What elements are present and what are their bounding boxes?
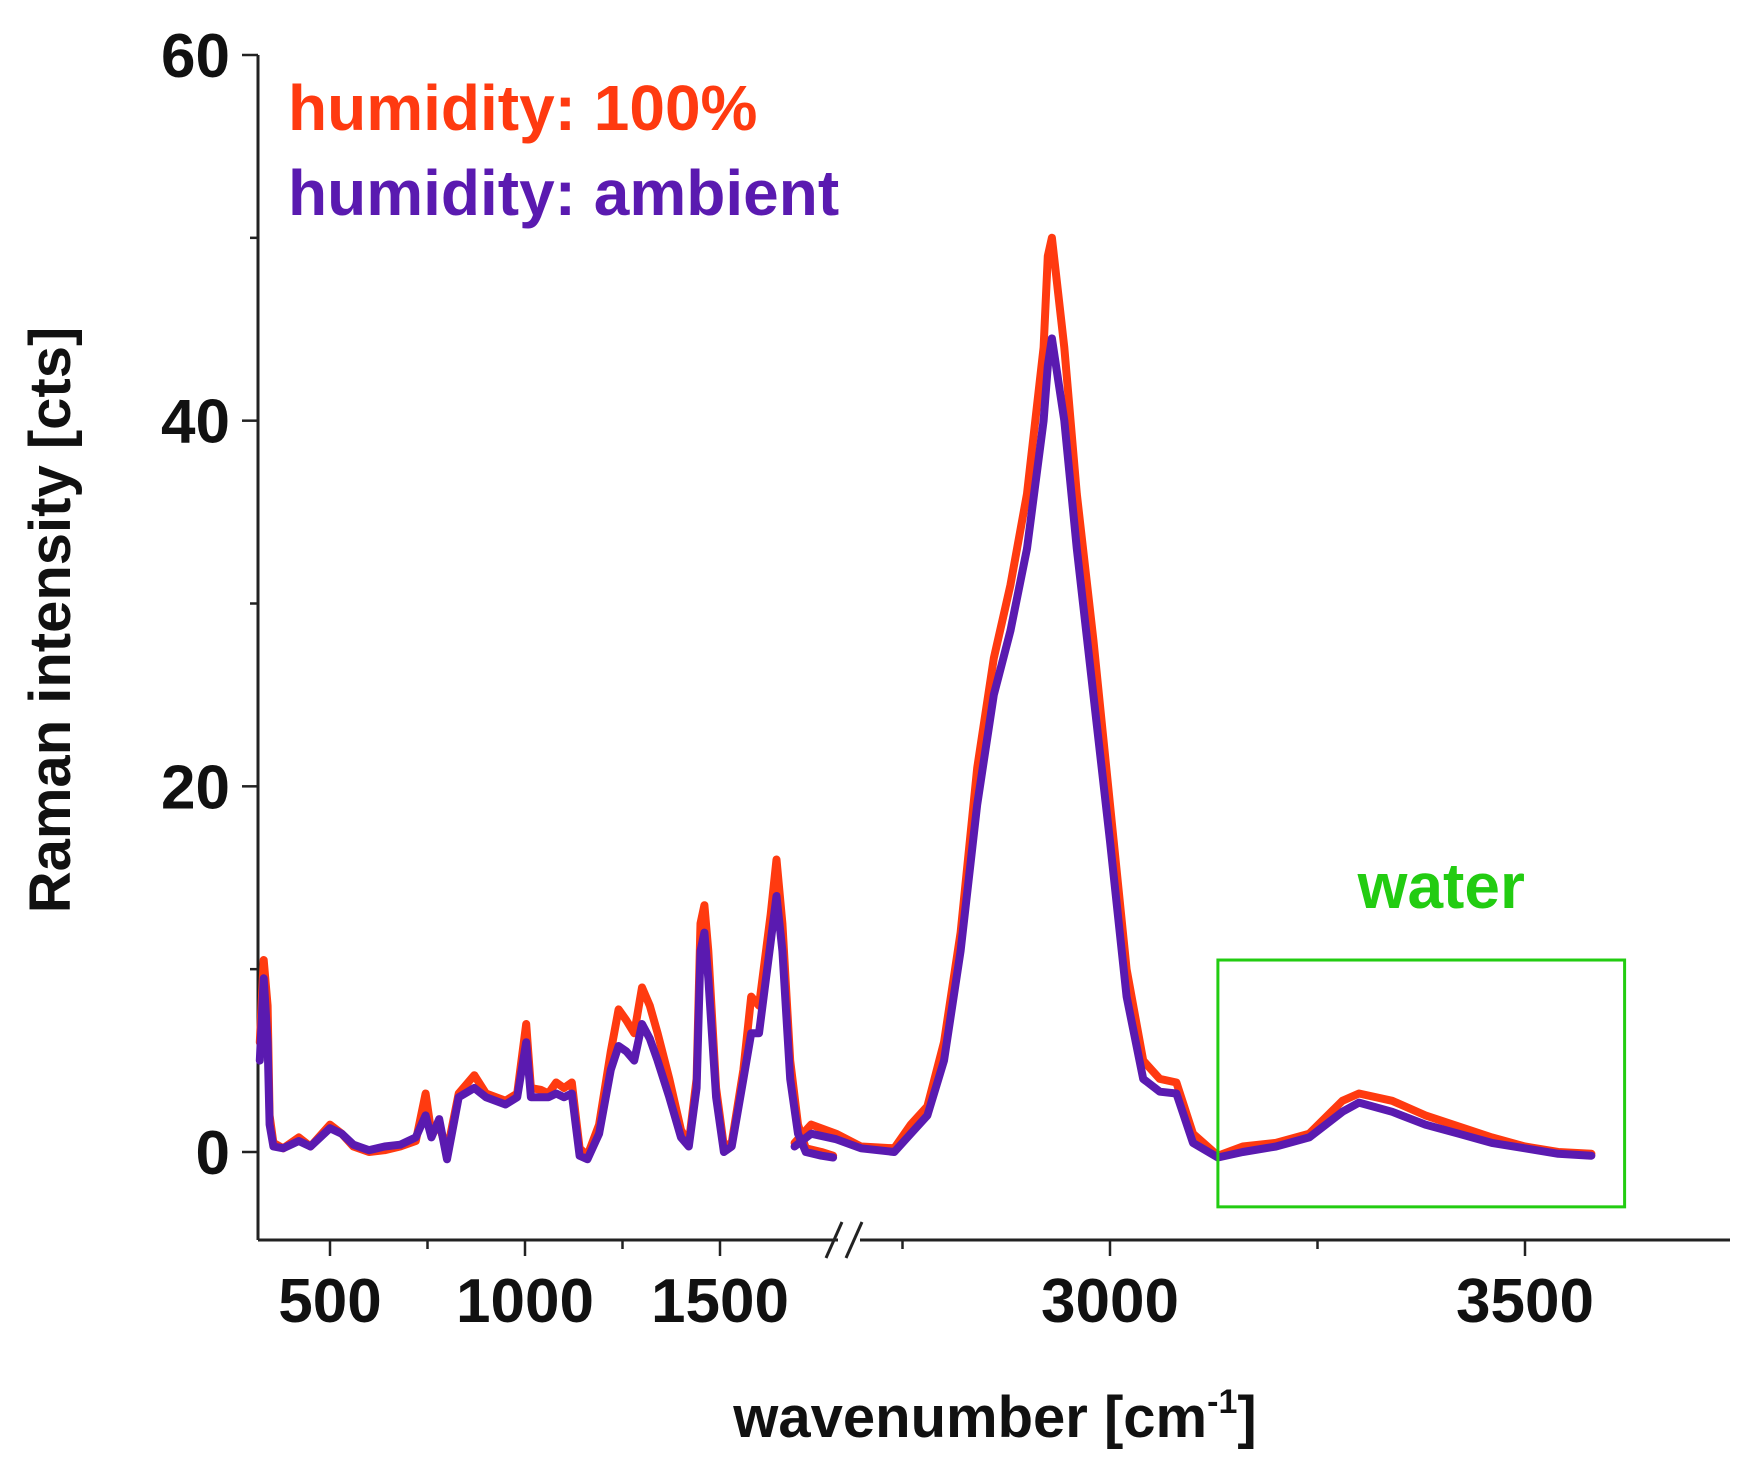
y-tick-label: 0 — [196, 1119, 230, 1188]
ticks: 0 20 40 60 500 1000 1500 3000 3500 — [161, 22, 1594, 1336]
legend-entry-humidity-100: humidity: 100% — [288, 72, 757, 144]
x-tick-label: 3500 — [1456, 1267, 1594, 1336]
y-axis-title: Raman intensity [cts] — [18, 327, 83, 914]
axis-break-mark-left — [824, 1221, 844, 1259]
x-axis-title: wavenumber [cm-1] — [732, 1383, 1256, 1450]
legend-entry-humidity-ambient: humidity: ambient — [288, 157, 839, 229]
x-tick-label: 3000 — [1041, 1267, 1179, 1336]
y-tick-label: 20 — [161, 753, 230, 822]
plot-series — [255, 233, 1596, 1164]
x-axis-title-close: ] — [1237, 1385, 1256, 1450]
axis-break-mark-right — [844, 1221, 864, 1259]
series-line-humidity-ambient-segment-2 — [790, 334, 1596, 1162]
x-axis-title-main: wavenumber [cm — [732, 1385, 1207, 1450]
series-line-humidity-100-segment-2 — [790, 233, 1596, 1160]
x-tick-label: 500 — [278, 1267, 381, 1336]
series-line-humidity-ambient-segment-1 — [255, 892, 838, 1164]
water-region-box — [1216, 958, 1627, 1209]
x-tick-label: 1500 — [651, 1267, 789, 1336]
x-axis-title-superscript: -1 — [1207, 1383, 1237, 1421]
x-tick-label: 1000 — [456, 1267, 594, 1336]
series-line-humidity-100-segment-1 — [255, 855, 838, 1160]
y-tick-label: 60 — [161, 22, 230, 91]
water-annotation: water — [1357, 850, 1525, 922]
y-tick-label: 40 — [161, 388, 230, 457]
